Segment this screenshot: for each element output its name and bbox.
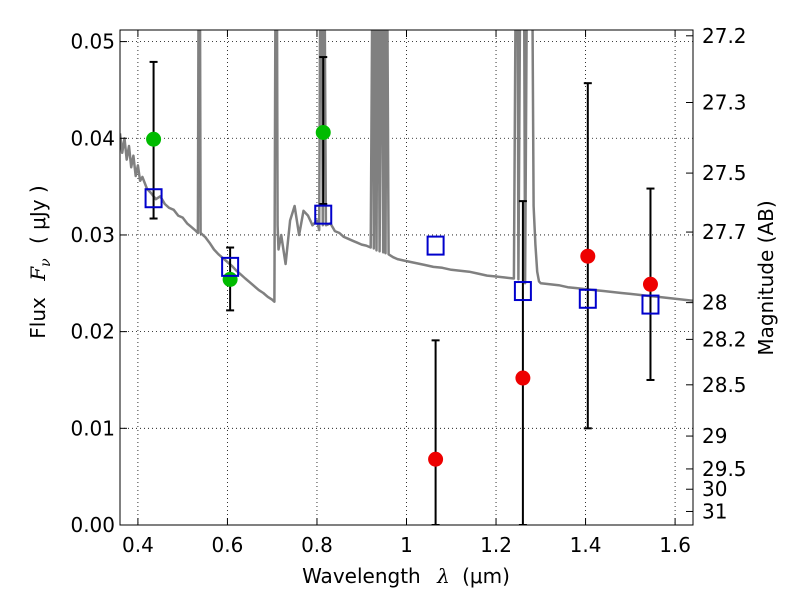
data-markers bbox=[144, 124, 660, 467]
mag-tick-label: 27.3 bbox=[702, 91, 747, 115]
green-observed-point bbox=[315, 124, 331, 140]
mag-tick-label: 27.2 bbox=[702, 24, 747, 48]
x-axis-title: Wavelength λ (μm) bbox=[302, 564, 510, 588]
y-tick-label: 0.03 bbox=[70, 223, 115, 247]
model-square-point bbox=[144, 188, 163, 209]
y-tick-label: 0.01 bbox=[70, 416, 115, 440]
red-observed-point bbox=[580, 248, 596, 264]
y-axis-subscript: ν bbox=[38, 258, 54, 267]
x-tick-label: 0.6 bbox=[212, 533, 244, 557]
model-square-point bbox=[221, 256, 240, 277]
y2-axis-title: Magnitude (AB) bbox=[754, 200, 778, 355]
mag-tick-label: 31 bbox=[702, 499, 727, 523]
green-observed-point bbox=[146, 131, 162, 147]
y-tick-label: 0.00 bbox=[70, 513, 115, 537]
x-axis-label: Wavelength bbox=[302, 564, 421, 588]
template-spectrum bbox=[120, 30, 693, 303]
mag-tick-label: 28.2 bbox=[702, 327, 747, 351]
model-square-point bbox=[578, 288, 597, 309]
axis-ticks: 0.4 0.6 0.8 1 1.2 1.4 1.6 0.00 0.01 0.02 0.03 0.04 0… bbox=[70, 24, 746, 557]
x-tick-label: 0.8 bbox=[301, 533, 333, 557]
x-tick-label: 1.4 bbox=[570, 533, 602, 557]
mag-tick-label: 29.5 bbox=[702, 457, 747, 481]
y-axis-title: Flux Fν ( μJy ) bbox=[26, 185, 55, 338]
grid-lines bbox=[120, 30, 693, 526]
y-axis-unit: ( μJy ) bbox=[26, 185, 50, 244]
x-tick-label: 1.6 bbox=[659, 533, 691, 557]
error-bars bbox=[149, 56, 655, 525]
model-square-point bbox=[426, 235, 445, 256]
mag-tick-label: 28 bbox=[702, 291, 727, 315]
y-tick-label: 0.05 bbox=[70, 30, 115, 54]
x-tick-label: 1.2 bbox=[480, 533, 512, 557]
red-observed-point bbox=[515, 370, 531, 386]
y-tick-label: 0.02 bbox=[70, 320, 115, 344]
x-tick-label: 1 bbox=[400, 533, 413, 557]
template-spectrum-line bbox=[120, 30, 693, 303]
mag-tick-label: 28.5 bbox=[702, 373, 747, 397]
model-square-point bbox=[314, 204, 333, 225]
mag-tick-label: 29 bbox=[702, 424, 727, 448]
y-tick-label: 0.04 bbox=[70, 126, 115, 150]
red-observed-point bbox=[642, 276, 658, 292]
green-observed-point bbox=[222, 271, 238, 287]
x-tick-label: 0.4 bbox=[122, 533, 154, 557]
mag-tick-label: 27.5 bbox=[702, 161, 747, 185]
model-square-point bbox=[641, 294, 660, 315]
mag-tick-label: 27.7 bbox=[702, 220, 747, 244]
x-axis-symbol: λ bbox=[436, 564, 450, 588]
model-square-point bbox=[513, 281, 532, 302]
red-observed-point bbox=[428, 451, 444, 467]
mag-tick-label: 30 bbox=[702, 477, 727, 501]
x-axis-unit: (μm) bbox=[462, 564, 510, 588]
y-axis-symbol: F bbox=[26, 266, 50, 282]
y-axis-label: Flux bbox=[26, 297, 50, 339]
